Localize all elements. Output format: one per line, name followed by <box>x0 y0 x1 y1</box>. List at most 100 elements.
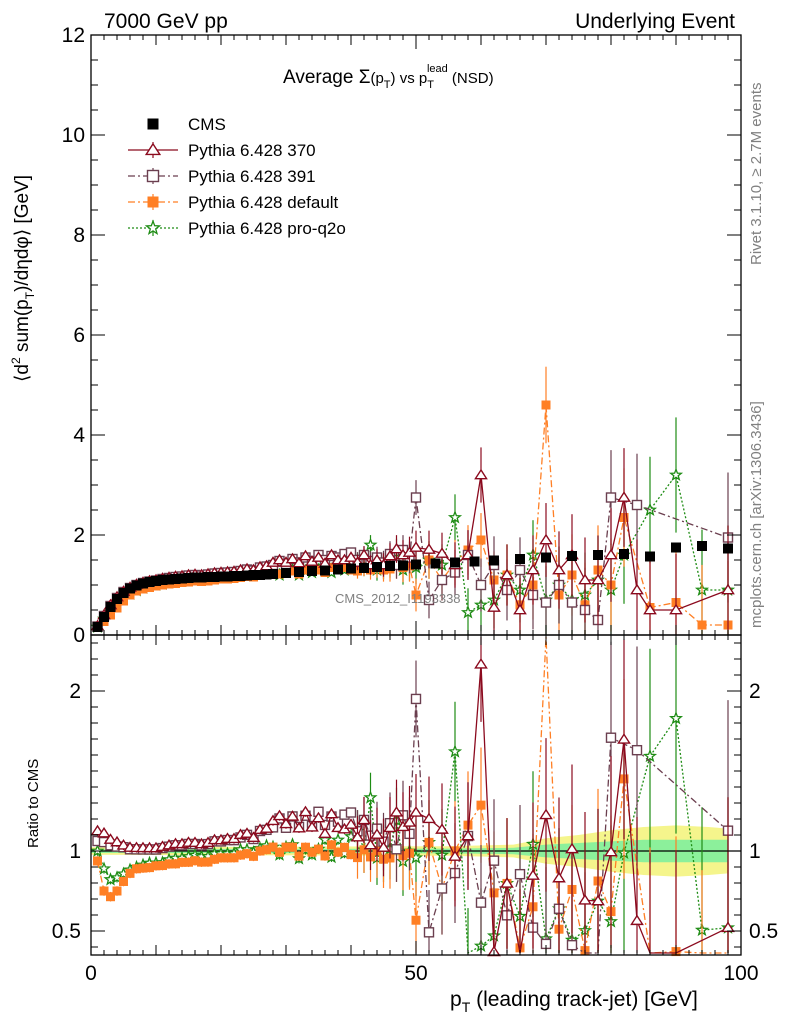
ratio-point <box>203 857 213 867</box>
data-point <box>106 610 115 620</box>
ylabel-sup: 2 <box>9 357 23 364</box>
data-point <box>203 572 213 582</box>
ratio-point <box>164 859 174 869</box>
ratio-tick-label-right: 0.5 <box>749 920 778 943</box>
ratio-point <box>229 853 239 863</box>
data-point <box>275 569 284 579</box>
data-point <box>513 603 527 615</box>
x-tick-label: 50 <box>404 962 427 985</box>
data-point <box>281 568 291 578</box>
ratio-point <box>350 830 365 842</box>
data-point <box>668 467 684 482</box>
y-tick-label: 10 <box>62 124 85 147</box>
data-point <box>255 570 265 580</box>
ratio-point <box>422 812 436 824</box>
ratio-point <box>93 856 102 866</box>
data-point <box>242 570 252 581</box>
data-point <box>721 583 735 595</box>
ratio-point <box>307 847 317 857</box>
ratio-point <box>223 853 232 863</box>
ratio-point <box>330 832 346 847</box>
ratio-point <box>391 844 402 855</box>
ylabel-part3: )/dηdφ⟩ [GeV] <box>12 175 33 292</box>
data-point <box>196 572 207 583</box>
legend-marker-py370 <box>144 142 162 156</box>
data-point <box>112 594 122 604</box>
data-point <box>469 556 480 567</box>
data-point <box>357 548 371 560</box>
ratio-point <box>171 859 180 869</box>
ratio-point <box>389 805 404 817</box>
data-point <box>125 583 135 594</box>
ratio-point <box>262 845 271 855</box>
ratio-point <box>110 835 124 847</box>
data-point <box>298 549 313 561</box>
data-point <box>423 594 435 606</box>
xlabel-sub: T <box>462 999 471 1015</box>
ratio-point <box>363 838 378 850</box>
data-point <box>157 575 168 585</box>
data-point <box>301 565 310 575</box>
data-point <box>164 574 174 585</box>
ratio-point <box>346 850 356 860</box>
data-point <box>643 603 657 615</box>
data-point <box>314 565 323 575</box>
data-point <box>578 573 592 585</box>
ratio-point <box>344 818 358 829</box>
ratio-point <box>630 914 644 926</box>
ratio-point <box>327 840 336 850</box>
data-point <box>447 510 463 524</box>
data-point <box>422 543 436 554</box>
ratio-point <box>301 842 310 852</box>
ratio-point <box>255 846 265 856</box>
ratio-point <box>476 800 486 810</box>
ratio-point <box>461 829 475 841</box>
ratio-point <box>119 876 128 886</box>
ratio-point <box>357 813 371 825</box>
ratio-point <box>288 842 297 852</box>
ratio-point <box>279 817 293 829</box>
data-point <box>398 560 408 571</box>
data-point <box>307 566 317 576</box>
ratio-point <box>617 733 631 744</box>
legend-marker-py391 <box>146 169 160 183</box>
ratio-point <box>447 744 463 758</box>
data-point <box>552 563 566 575</box>
data-point <box>460 605 476 619</box>
ratio-point <box>151 861 161 871</box>
ratio-point <box>526 869 540 880</box>
ratio-tick-label-right: 2 <box>749 680 761 703</box>
data-point <box>474 468 488 480</box>
data-point <box>539 533 553 545</box>
ratio-tick-label-right: 1 <box>749 840 761 863</box>
data-point <box>411 590 421 600</box>
ratio-point <box>145 863 154 873</box>
data-point <box>285 552 300 564</box>
side-label-top: Rivet 3.1.10, ≥ 2.7M events <box>748 83 765 266</box>
legend: CMS Pythia 6.428 370 Pythia 6.428 391 Pythi… <box>128 115 346 238</box>
data-point <box>359 563 369 573</box>
data-point <box>411 559 421 570</box>
xlabel-p: p <box>450 988 462 1011</box>
y-tick-label: 2 <box>73 524 85 547</box>
ratio-point <box>285 810 300 821</box>
data-point <box>461 548 475 560</box>
title-paren-open: (p <box>370 70 383 87</box>
data-point <box>138 584 148 594</box>
data-point <box>353 566 362 576</box>
ratio-point <box>90 843 105 858</box>
ratio-tick-label: 0.5 <box>52 920 81 943</box>
ratio-point <box>116 838 131 850</box>
ratio-point <box>435 823 449 834</box>
data-point <box>248 570 259 580</box>
ratio-point <box>268 842 278 852</box>
data-point <box>697 541 707 551</box>
y-tick-label: 4 <box>73 424 85 447</box>
data-point <box>645 551 655 562</box>
data-point <box>385 561 395 571</box>
data-point <box>593 550 603 560</box>
ratio-point <box>99 886 109 896</box>
ratio-tick-label: 2 <box>69 680 81 703</box>
